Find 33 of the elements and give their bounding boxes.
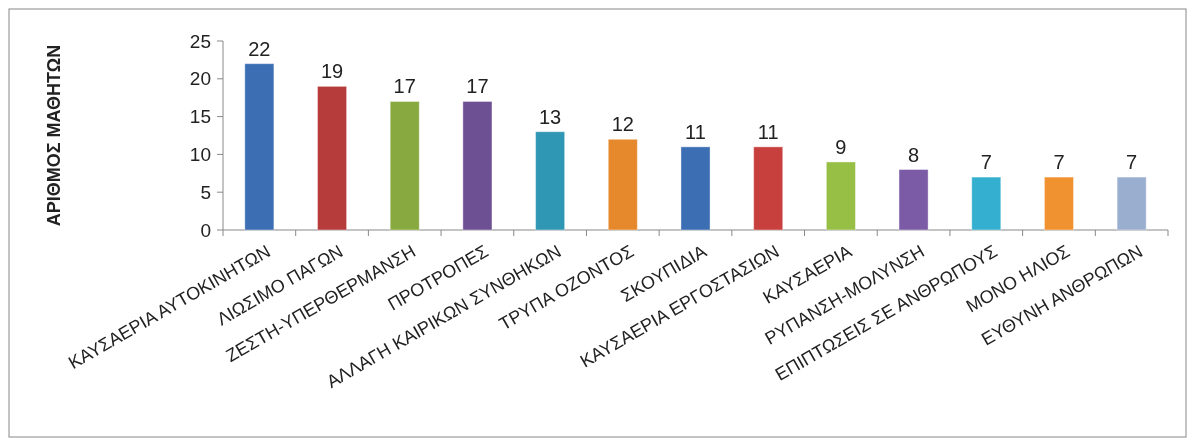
y-tick-label: 10: [189, 144, 211, 166]
data-label: 7: [980, 151, 992, 174]
data-label: 7: [1126, 151, 1138, 174]
bar: [317, 85, 348, 231]
bar: [1116, 176, 1147, 231]
data-label: 11: [757, 120, 779, 143]
bar: [535, 131, 566, 231]
y-tick-label: 25: [189, 30, 211, 52]
data-label: 17: [466, 75, 489, 98]
y-tick-label: 0: [200, 219, 211, 241]
y-axis-title: ΑΡΙΘΜΟΣ ΜΑΘΗΤΩΝ: [44, 44, 64, 227]
bar: [607, 138, 638, 231]
bar: [898, 169, 929, 231]
bar: [753, 146, 784, 231]
bar: [389, 100, 420, 231]
data-label: 19: [320, 60, 344, 83]
y-tick-label: 20: [189, 68, 211, 90]
bar: [244, 63, 275, 231]
data-label: 13: [538, 105, 562, 128]
bar: [971, 176, 1002, 231]
y-tick-label: 5: [200, 181, 211, 203]
data-label: 8: [908, 143, 920, 166]
data-label: 11: [685, 120, 706, 143]
data-label: 12: [611, 113, 634, 136]
bar: [462, 100, 493, 231]
bar: [825, 161, 856, 231]
bar: [1043, 176, 1074, 231]
y-tick-label: 15: [189, 106, 211, 128]
data-label: 17: [393, 75, 416, 98]
data-label: 7: [1053, 151, 1065, 174]
data-label: 9: [835, 135, 847, 158]
data-label: 22: [248, 37, 271, 60]
bar: [680, 146, 711, 231]
